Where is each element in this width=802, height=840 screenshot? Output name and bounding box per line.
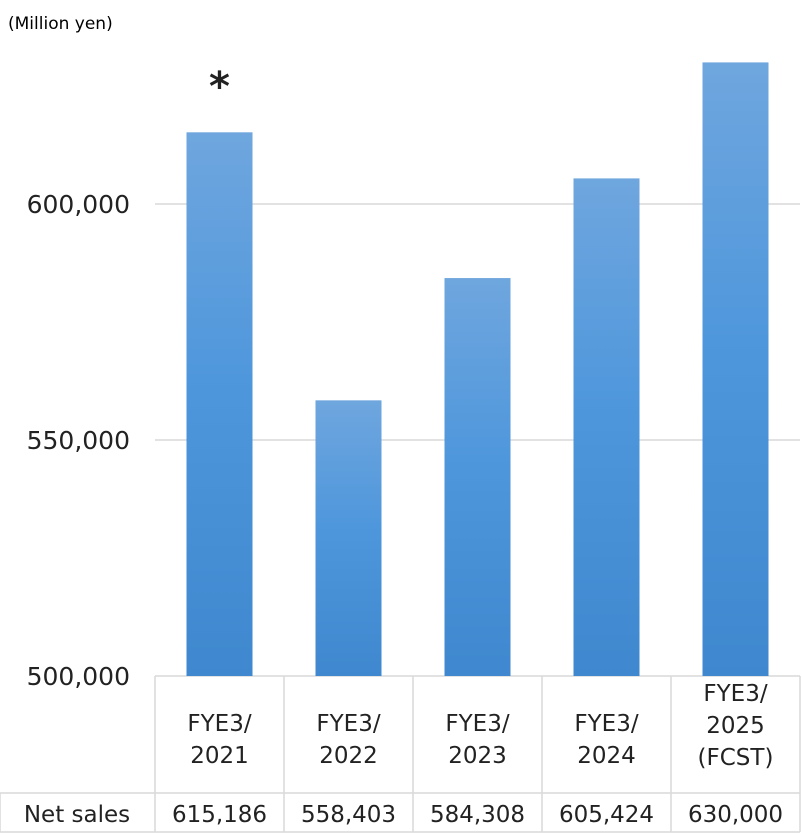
data-label: 605,424 (559, 802, 654, 828)
x-tick-label: 2024 (577, 743, 636, 769)
data-label: 584,308 (430, 802, 525, 828)
unit-label: (Million yen) (8, 14, 113, 34)
data-label: 615,186 (172, 802, 267, 828)
x-tick-label: FYE3/ (445, 711, 509, 737)
bar (702, 62, 769, 676)
bar (573, 178, 640, 676)
x-tick-label: 2025 (706, 713, 765, 739)
x-tick-label: FYE3/ (703, 681, 767, 707)
y-tick-label: 500,000 (27, 662, 130, 691)
x-tick-label: (FCST) (698, 745, 774, 771)
y-tick-label: 600,000 (27, 190, 130, 219)
bar (444, 278, 511, 676)
x-tick-label: FYE3/ (187, 711, 251, 737)
x-tick-label: FYE3/ (574, 711, 638, 737)
bar (186, 132, 253, 676)
x-tick-label: 2021 (190, 743, 249, 769)
y-tick-label: 550,000 (27, 426, 130, 455)
x-tick-label: FYE3/ (316, 711, 380, 737)
data-label: 558,403 (301, 802, 396, 828)
x-tick-label: 2022 (319, 743, 378, 769)
data-label: 630,000 (688, 802, 783, 828)
x-tick-label: 2023 (448, 743, 507, 769)
table-row-header: Net sales (24, 802, 130, 828)
annotation-asterisk: * (209, 64, 230, 110)
bar (315, 400, 382, 676)
